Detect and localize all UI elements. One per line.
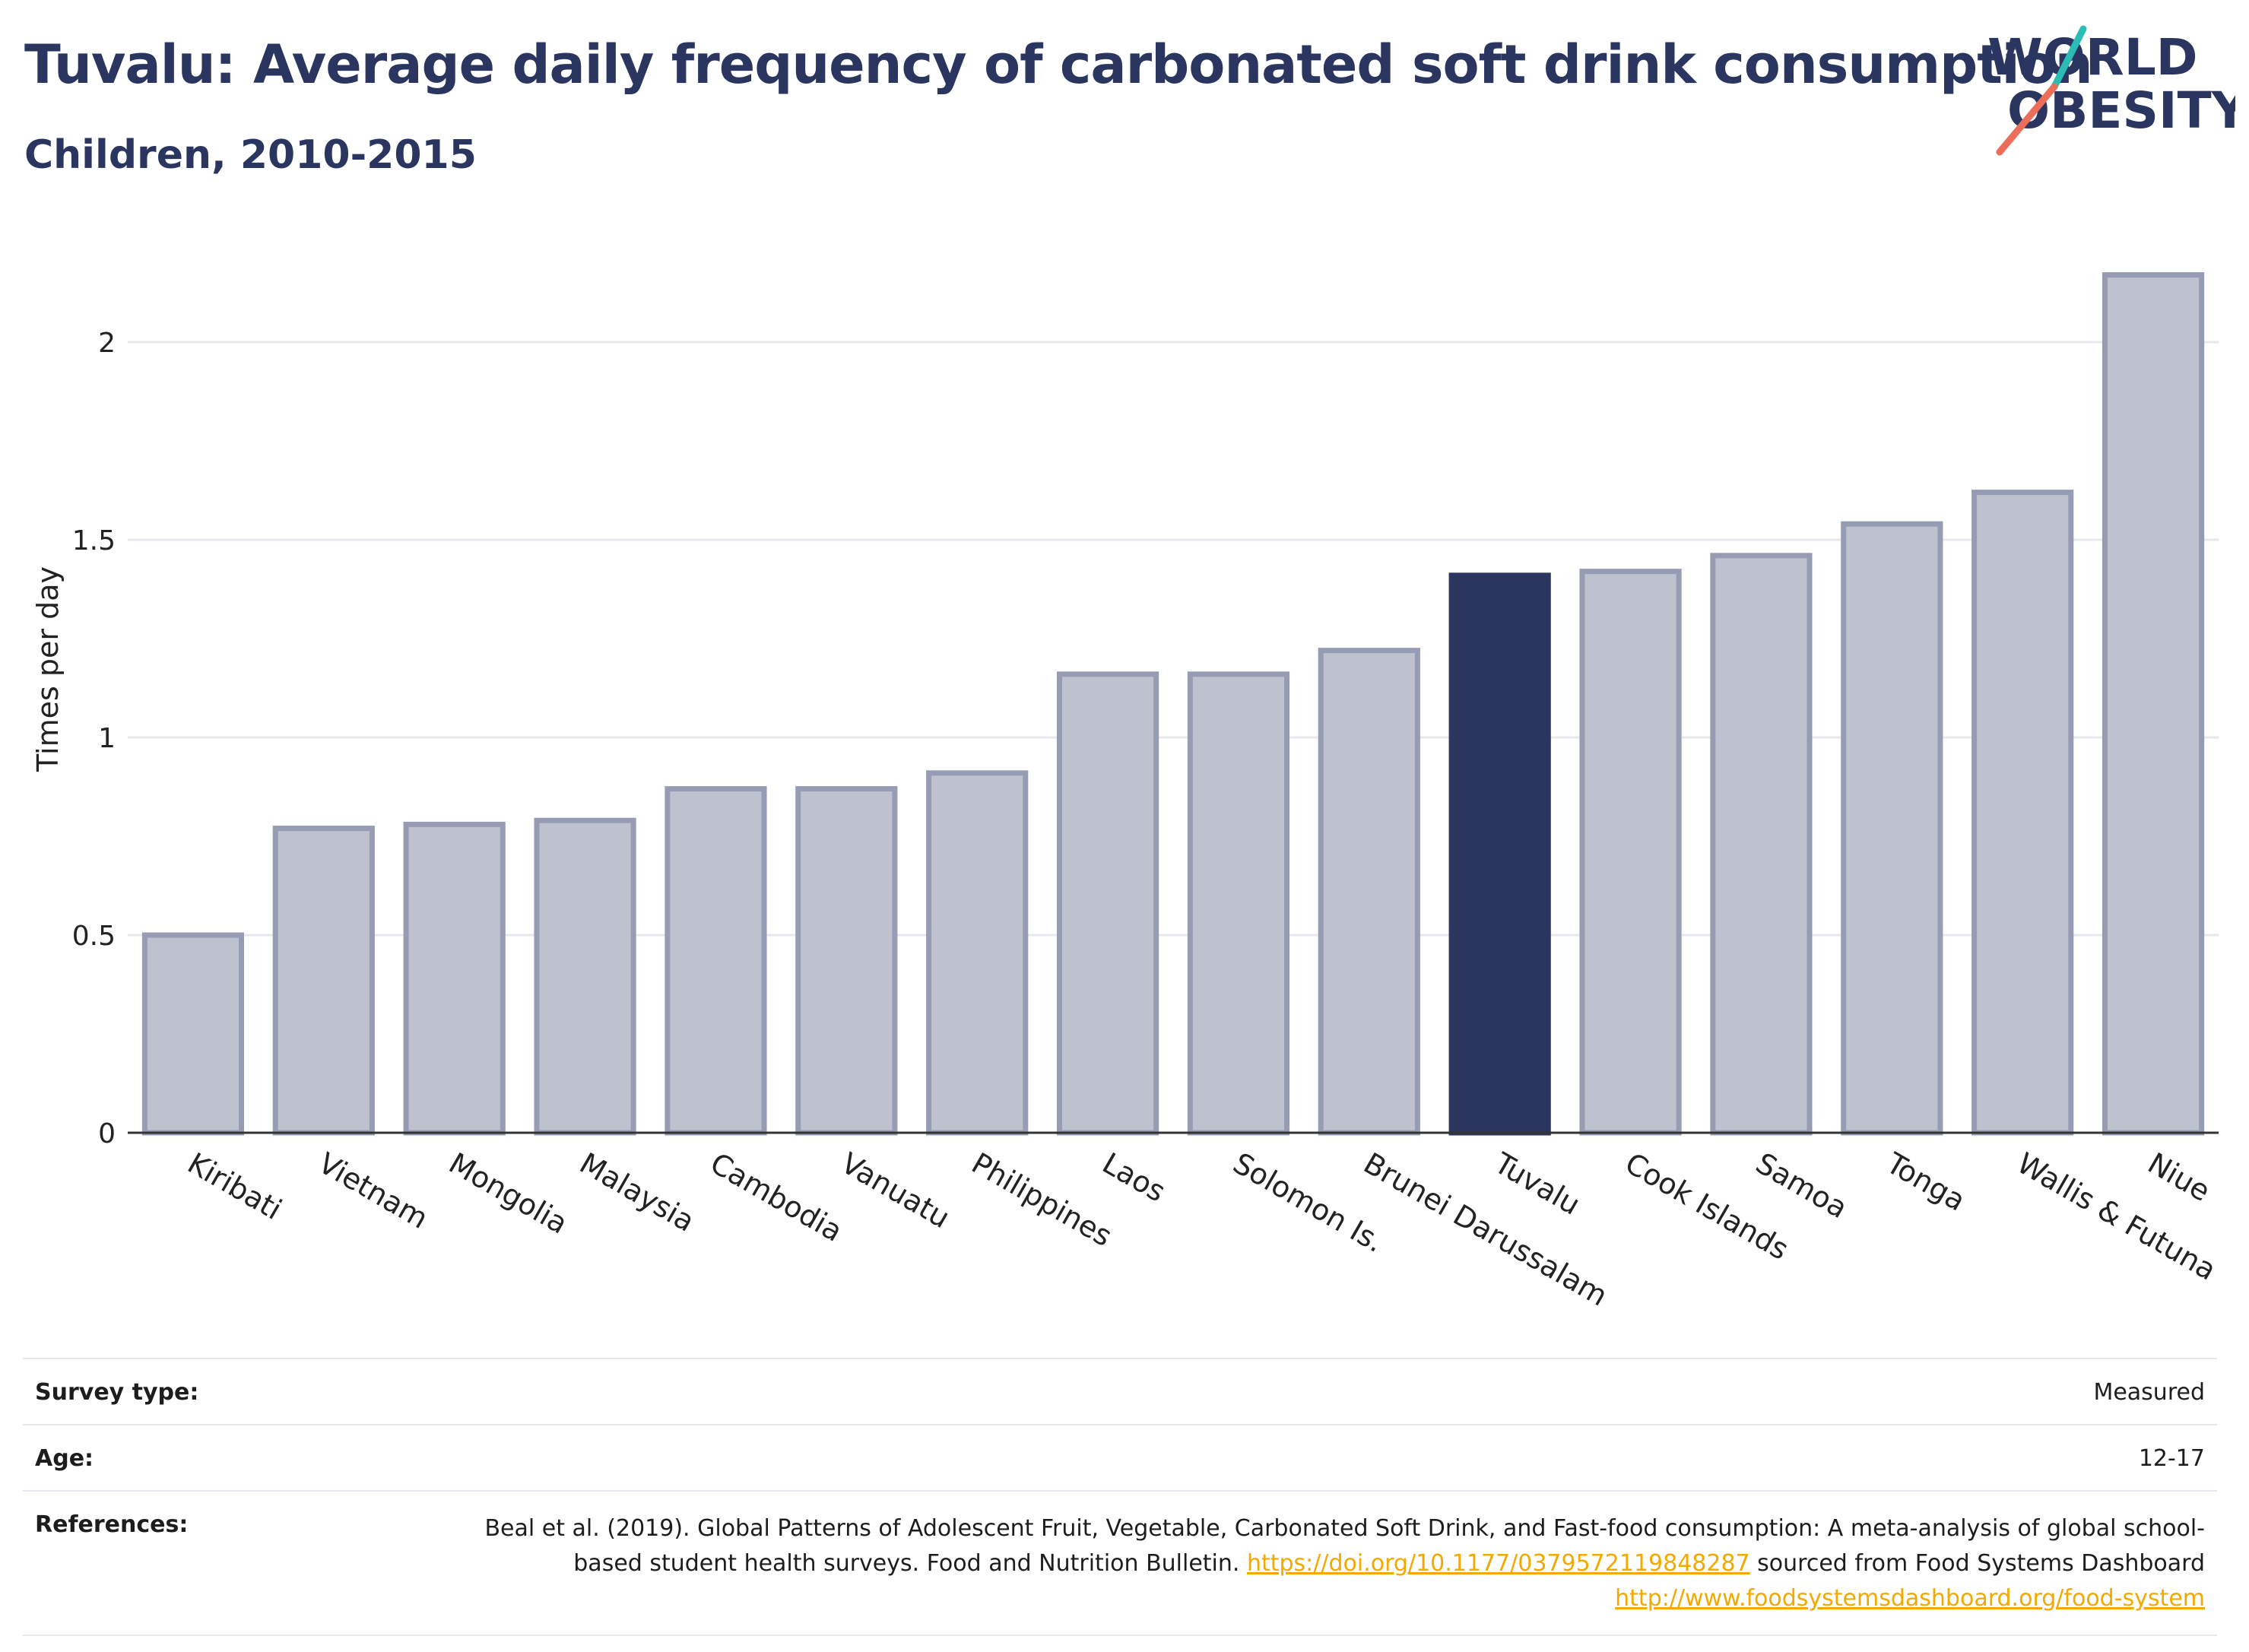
food-systems-dashboard-link[interactable]: http://www.foodsystemsdashboard.org/food… bbox=[1615, 1585, 2205, 1612]
bar-solomon-is bbox=[1187, 671, 1290, 1136]
bar-vietnam bbox=[272, 826, 375, 1136]
chart-title: Tuvalu: Average daily frequency of carbo… bbox=[24, 33, 2093, 96]
bar-wallis-futuna bbox=[1971, 490, 2074, 1136]
y-tick-label: 1.5 bbox=[72, 525, 116, 556]
x-tick-label: Niue bbox=[2143, 1146, 2216, 1208]
bar-philippines bbox=[926, 770, 1029, 1136]
bar-vanuatu bbox=[795, 786, 898, 1136]
reference-text-2: sourced from Food Systems Dashboard bbox=[1749, 1550, 2205, 1577]
bar-niue bbox=[2101, 272, 2205, 1136]
x-tick-label: Laos bbox=[1097, 1146, 1172, 1209]
x-tick-label: Vietnam bbox=[312, 1146, 433, 1235]
references-label: References: bbox=[35, 1511, 189, 1538]
survey-type-label: Survey type: bbox=[35, 1379, 199, 1406]
x-tick-label: Vanuatu bbox=[836, 1146, 956, 1235]
survey-type-value: Measured bbox=[2093, 1379, 2205, 1406]
references-row: References: Beal et al. (2019). Global P… bbox=[23, 1492, 2217, 1636]
x-tick-label: Cambodia bbox=[705, 1146, 848, 1248]
y-tick-label: 1 bbox=[98, 723, 116, 754]
age-row: Age: 12-17 bbox=[23, 1425, 2217, 1492]
bar-malaysia bbox=[534, 817, 636, 1136]
doi-link[interactable]: https://doi.org/10.1177/0379572119848287 bbox=[1246, 1550, 1750, 1577]
y-tick-label: 2 bbox=[98, 328, 116, 359]
bar-chart: 0 0.5 1 1.5 2 Kiribati Vietnam Mongolia Malaysia… bbox=[31, 272, 2222, 1313]
x-tick-label: Samoa bbox=[1750, 1146, 1853, 1226]
x-tick-label: Mongolia bbox=[443, 1146, 573, 1241]
reference-text-1: Beal et al. (2019). Global Patterns of A… bbox=[484, 1515, 2205, 1577]
bar-samoa bbox=[1710, 553, 1813, 1136]
age-value: 12-17 bbox=[2138, 1445, 2205, 1472]
logo-text-world: WORLD bbox=[1987, 28, 2198, 87]
x-tick-label: Philippines bbox=[966, 1146, 1118, 1253]
y-tick-label: 0 bbox=[98, 1118, 116, 1149]
chart-subtitle: Children, 2010-2015 bbox=[24, 132, 477, 178]
bar-cook-islands bbox=[1579, 569, 1682, 1136]
y-tick-label: 0.5 bbox=[72, 921, 116, 952]
x-tick-label: Malaysia bbox=[574, 1146, 700, 1238]
x-tick-label: Tonga bbox=[1880, 1146, 1971, 1217]
references-value: Beal et al. (2019). Global Patterns of A… bbox=[456, 1511, 2205, 1616]
x-tick-label: Brunei Darussalam bbox=[1358, 1146, 1613, 1313]
bar-cambodia bbox=[665, 786, 767, 1136]
bar-mongolia bbox=[403, 821, 506, 1136]
world-obesity-logo: WORLD OBESITY bbox=[1987, 25, 2235, 156]
bar-kiribati bbox=[141, 932, 245, 1136]
survey-type-row: Survey type: Measured bbox=[23, 1359, 2217, 1425]
bar-brunei-darussalam bbox=[1318, 648, 1420, 1136]
logo-text-obesity: OBESITY bbox=[2007, 81, 2235, 140]
y-axis-label: Times per day bbox=[31, 566, 65, 772]
logo-slash-coral bbox=[1996, 83, 2058, 156]
x-tick-label: Kiribati bbox=[182, 1146, 287, 1226]
age-label: Age: bbox=[35, 1445, 94, 1472]
bar-tuvalu bbox=[1448, 572, 1551, 1136]
bar-laos bbox=[1056, 671, 1159, 1136]
x-tick-label: Tuvalu bbox=[1488, 1146, 1585, 1222]
bar-tonga bbox=[1841, 521, 1943, 1136]
logo-slash-teal bbox=[2051, 25, 2087, 90]
metadata-table: Survey type: Measured Age: 12-17 Referen… bbox=[23, 1358, 2217, 1636]
bars bbox=[141, 272, 2205, 1136]
